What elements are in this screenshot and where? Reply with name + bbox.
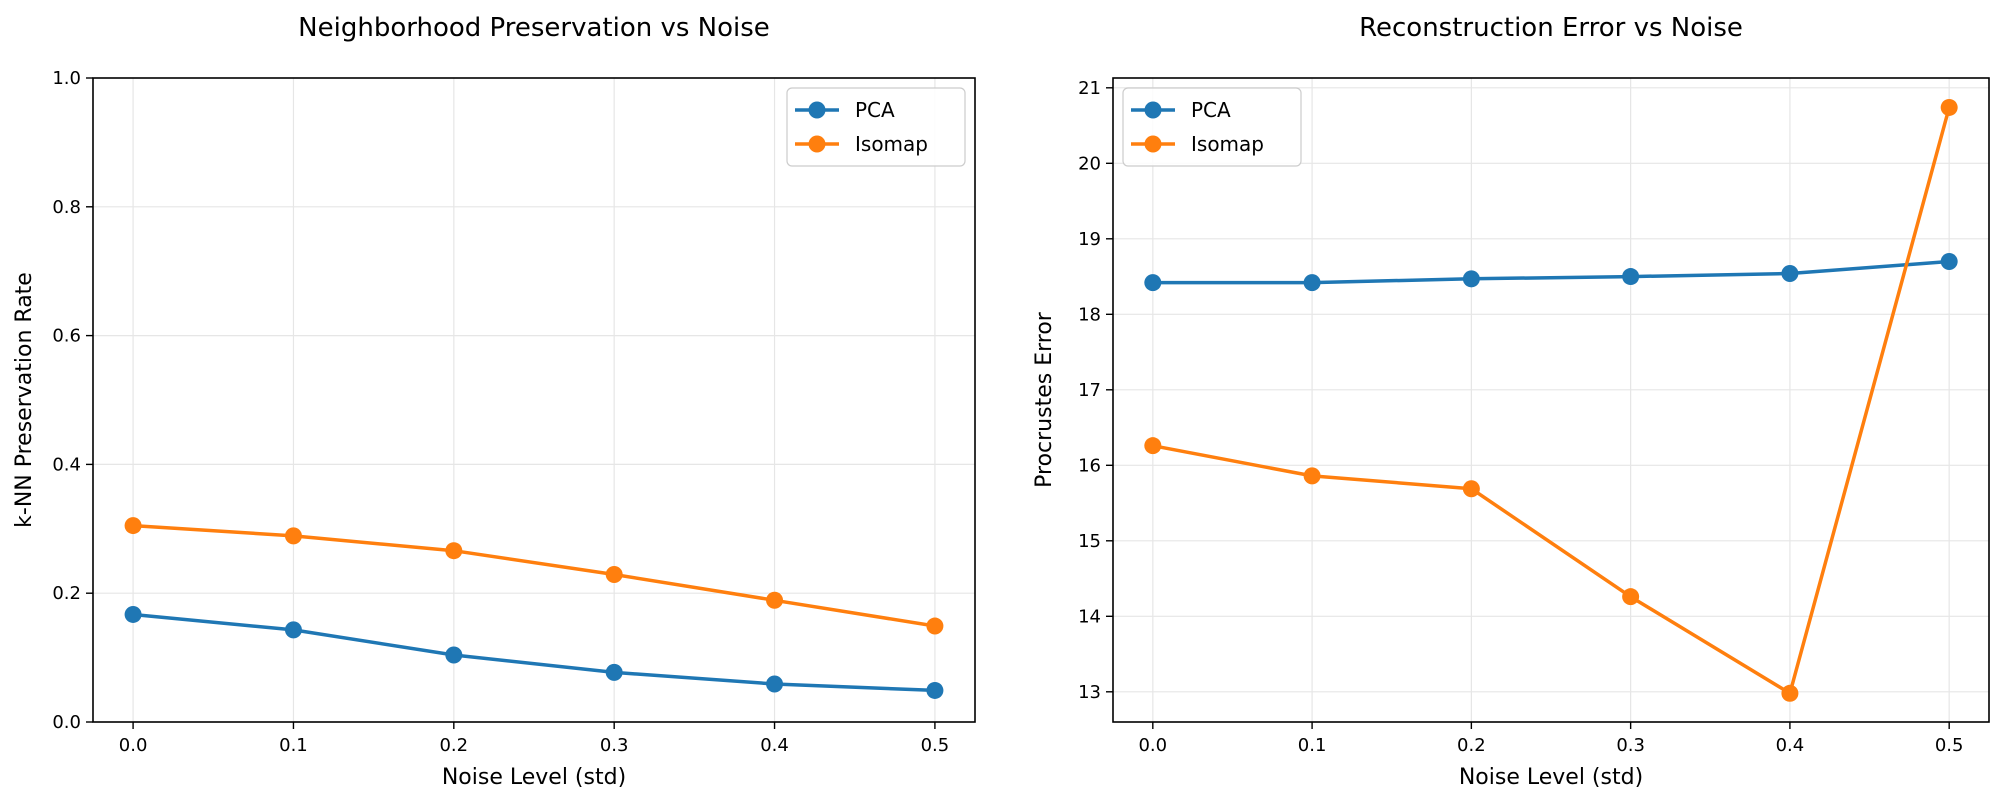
data-point-isomap: [1303, 467, 1321, 485]
data-point-isomap: [1462, 480, 1480, 498]
data-point-isomap: [124, 517, 142, 535]
data-point-pca: [1622, 268, 1640, 286]
x-tick-label: 0.1: [279, 735, 308, 756]
x-axis-label: Noise Level (std): [1459, 765, 1643, 790]
series-line-isomap: [132, 523, 936, 628]
x-tick-label: 0.0: [1138, 735, 1167, 756]
data-point-isomap: [1622, 588, 1640, 606]
y-tick-label: 0.8: [52, 197, 81, 218]
legend-box: [786, 87, 966, 167]
y-tick-label: 0.6: [52, 326, 81, 347]
x-tick-label: 0.4: [1776, 735, 1805, 756]
x-tick-label: 0.2: [439, 735, 468, 756]
data-point-pca: [605, 663, 623, 681]
series-line-pca: [1152, 259, 1950, 285]
x-tick-label: 0.5: [921, 735, 950, 756]
data-point-isomap: [1144, 437, 1162, 455]
data-point-pca: [445, 646, 463, 664]
chart-title: Reconstruction Error vs Noise: [1359, 13, 1743, 43]
legend: PCA Isomap: [1122, 87, 1302, 167]
data-point-pca: [926, 681, 944, 699]
chart-1: 0.0 0.1 0.2 0.3 0.4 0.5 0.0 0.2 0.4 0.6 0.8 1.0 Neig…: [12, 13, 976, 790]
legend-marker-isomap: [808, 135, 826, 153]
y-tick-label: 0.4: [52, 454, 81, 475]
data-point-isomap: [445, 542, 463, 560]
data-point-pca: [284, 621, 302, 639]
legend-label-pca: PCA: [1191, 98, 1231, 122]
data-point-isomap: [284, 527, 302, 545]
y-tick-label: 13: [1078, 682, 1101, 703]
y-tick-label: 18: [1078, 304, 1101, 325]
chart-title: Neighborhood Preservation vs Noise: [298, 13, 770, 43]
legend-label-isomap: Isomap: [855, 132, 928, 156]
y-axis-label: Procrustes Error: [1032, 311, 1057, 488]
legend-label-isomap: Isomap: [1191, 132, 1264, 156]
x-tick-label: 0.2: [1457, 735, 1486, 756]
x-tick-label: 0.5: [1935, 735, 1964, 756]
data-point-pca: [1462, 270, 1480, 288]
y-tick-label: 16: [1078, 455, 1101, 476]
x-tick-label: 0.3: [1616, 735, 1645, 756]
legend-marker-isomap: [1144, 135, 1162, 153]
x-tick-label: 0.0: [119, 735, 148, 756]
chart-2: 0.0 0.1 0.2 0.3 0.4 0.5 13 14 15 16 17 18 19 20 21 Reco…: [1032, 13, 1990, 790]
legend-label-pca: PCA: [855, 98, 895, 122]
legend-marker-pca: [808, 101, 826, 119]
series-line-pca: [132, 612, 935, 693]
y-tick-label: 1.0: [52, 68, 81, 89]
plot-frame: [1112, 77, 1990, 723]
data-point-isomap: [1781, 684, 1799, 702]
data-point-isomap: [1940, 98, 1958, 116]
y-tick-label: 17: [1078, 380, 1101, 401]
y-tick-label: 15: [1078, 531, 1101, 552]
data-point-pca: [1303, 274, 1321, 292]
data-point-pca: [1781, 265, 1799, 283]
y-axis-label: k-NN Preservation Rate: [12, 272, 37, 528]
data-point-isomap: [766, 591, 784, 609]
series-line-isomap: [1152, 106, 1951, 696]
data-point-isomap: [926, 617, 944, 635]
y-tick-label: 21: [1078, 78, 1101, 99]
data-point-isomap: [605, 566, 623, 584]
x-tick-label: 0.3: [600, 735, 629, 756]
x-tick-label: 0.1: [1298, 735, 1327, 756]
y-tick-label: 19: [1078, 229, 1101, 250]
plot-frame: [92, 77, 976, 723]
y-tick-label: 14: [1078, 606, 1101, 627]
data-point-pca: [766, 675, 784, 693]
y-tick-label: 20: [1078, 153, 1101, 174]
y-tick-label: 0.0: [52, 712, 81, 733]
data-point-pca: [1144, 274, 1162, 292]
x-tick-label: 0.4: [760, 735, 789, 756]
legend: PCA Isomap: [786, 87, 966, 167]
x-axis-label: Noise Level (std): [442, 765, 626, 790]
legend-marker-pca: [1144, 101, 1162, 119]
y-tick-label: 0.2: [52, 583, 81, 604]
data-point-pca: [124, 605, 142, 623]
data-point-pca: [1940, 252, 1958, 270]
legend-box: [1122, 87, 1302, 167]
